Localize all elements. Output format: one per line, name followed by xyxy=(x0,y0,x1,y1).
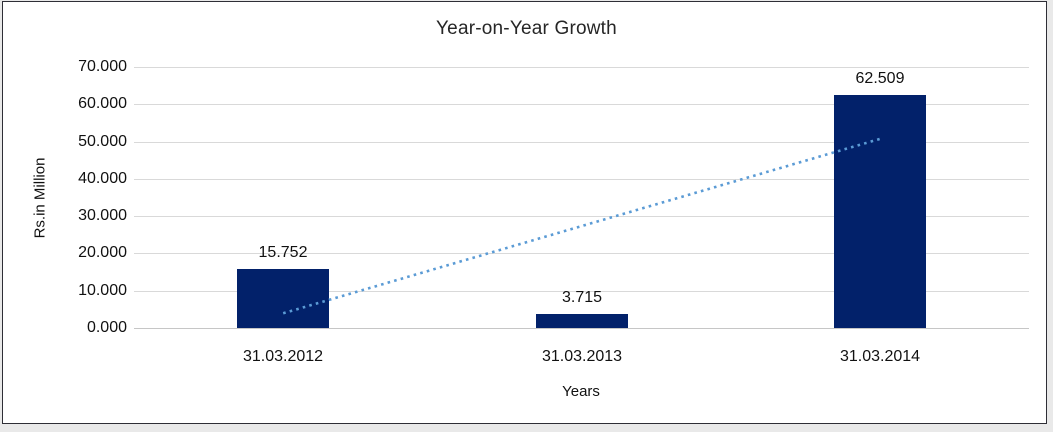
y-axis-tick-label: 10.000 xyxy=(78,282,127,299)
x-axis-tick-label: 31.03.2012 xyxy=(242,348,324,365)
bar-data-label: 15.752 xyxy=(258,244,308,261)
bar xyxy=(237,269,329,328)
chart-title: Year-on-Year Growth xyxy=(436,18,617,39)
y-axis-tick-label: 60.000 xyxy=(78,95,127,112)
y-axis-tick-label: 40.000 xyxy=(78,170,127,187)
y-axis-tick-label: 70.000 xyxy=(78,58,127,75)
x-axis-tick-label: 31.03.2014 xyxy=(839,348,921,365)
bar xyxy=(536,314,628,328)
y-axis-tick-label: 50.000 xyxy=(78,133,127,150)
gridline xyxy=(134,104,1029,105)
y-axis-tick-label: 20.000 xyxy=(78,244,127,261)
x-axis-tick-label: 31.03.2013 xyxy=(541,348,623,365)
bar-data-label: 62.509 xyxy=(855,70,905,87)
y-axis-tick-label: 30.000 xyxy=(78,207,127,224)
bar xyxy=(834,95,926,328)
bar-data-label: 3.715 xyxy=(561,289,603,306)
gridline xyxy=(134,328,1029,329)
x-axis-title: Years xyxy=(562,383,600,400)
y-axis-tick-label: 0.000 xyxy=(86,319,127,336)
gridline xyxy=(134,67,1029,68)
